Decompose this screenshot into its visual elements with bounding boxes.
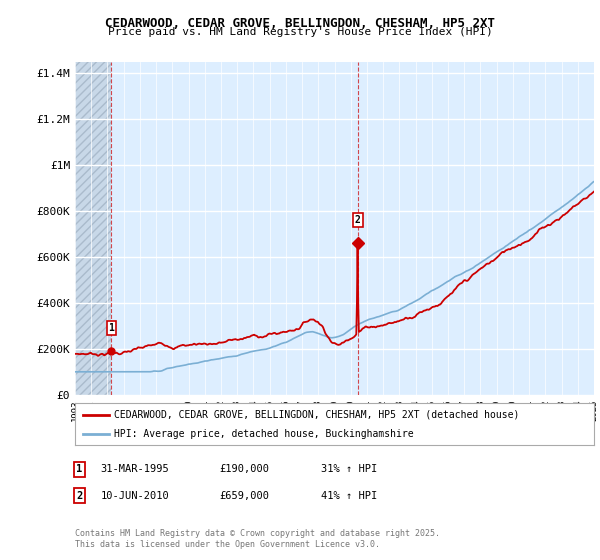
Text: 1: 1 bbox=[76, 464, 82, 474]
Text: 41% ↑ HPI: 41% ↑ HPI bbox=[321, 491, 377, 501]
Text: 10-JUN-2010: 10-JUN-2010 bbox=[101, 491, 170, 501]
Text: CEDARWOOD, CEDAR GROVE, BELLINGDON, CHESHAM, HP5 2XT: CEDARWOOD, CEDAR GROVE, BELLINGDON, CHES… bbox=[105, 17, 495, 30]
Text: 2: 2 bbox=[355, 215, 361, 225]
Text: £190,000: £190,000 bbox=[219, 464, 269, 474]
Bar bbox=[75, 62, 112, 395]
Text: Price paid vs. HM Land Registry's House Price Index (HPI): Price paid vs. HM Land Registry's House … bbox=[107, 27, 493, 38]
Text: Contains HM Land Registry data © Crown copyright and database right 2025.
This d: Contains HM Land Registry data © Crown c… bbox=[75, 529, 440, 549]
Text: CEDARWOOD, CEDAR GROVE, BELLINGDON, CHESHAM, HP5 2XT (detached house): CEDARWOOD, CEDAR GROVE, BELLINGDON, CHES… bbox=[114, 409, 519, 419]
Text: HPI: Average price, detached house, Buckinghamshire: HPI: Average price, detached house, Buck… bbox=[114, 429, 413, 439]
Text: 31% ↑ HPI: 31% ↑ HPI bbox=[321, 464, 377, 474]
Text: £659,000: £659,000 bbox=[219, 491, 269, 501]
Text: 31-MAR-1995: 31-MAR-1995 bbox=[101, 464, 170, 474]
Text: 1: 1 bbox=[109, 323, 115, 333]
Text: 2: 2 bbox=[76, 491, 82, 501]
